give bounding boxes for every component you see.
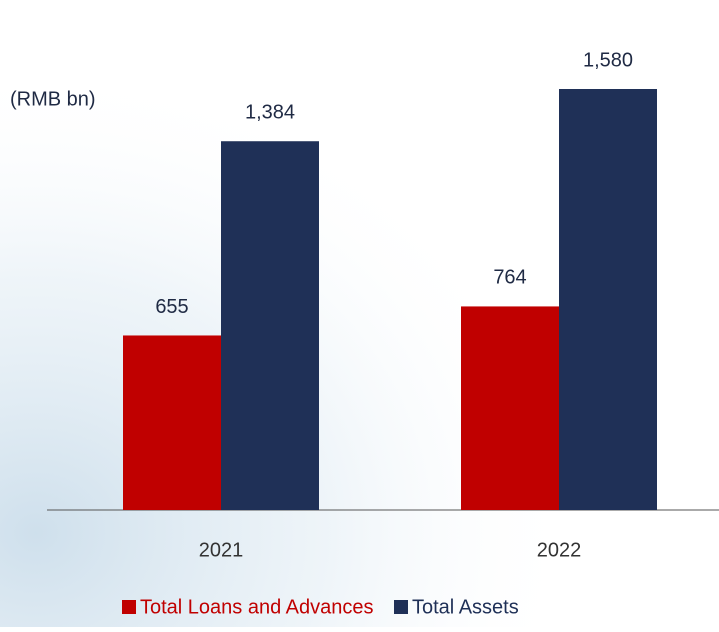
data-label: 764 bbox=[493, 267, 526, 289]
data-label: 1,384 bbox=[245, 102, 295, 124]
x-tick-label: 2021 bbox=[199, 539, 244, 561]
bar bbox=[221, 141, 319, 510]
data-label: 655 bbox=[155, 296, 188, 318]
legend-label: Total Assets bbox=[412, 596, 519, 618]
bar bbox=[559, 89, 657, 510]
bar bbox=[123, 335, 221, 510]
legend-swatch bbox=[122, 600, 136, 614]
legend-swatch bbox=[394, 600, 408, 614]
legend-label: Total Loans and Advances bbox=[140, 596, 374, 618]
bar bbox=[461, 306, 559, 510]
unit-label: (RMB bn) bbox=[10, 88, 96, 110]
x-tick-label: 2022 bbox=[537, 539, 582, 561]
data-label: 1,580 bbox=[583, 49, 633, 71]
